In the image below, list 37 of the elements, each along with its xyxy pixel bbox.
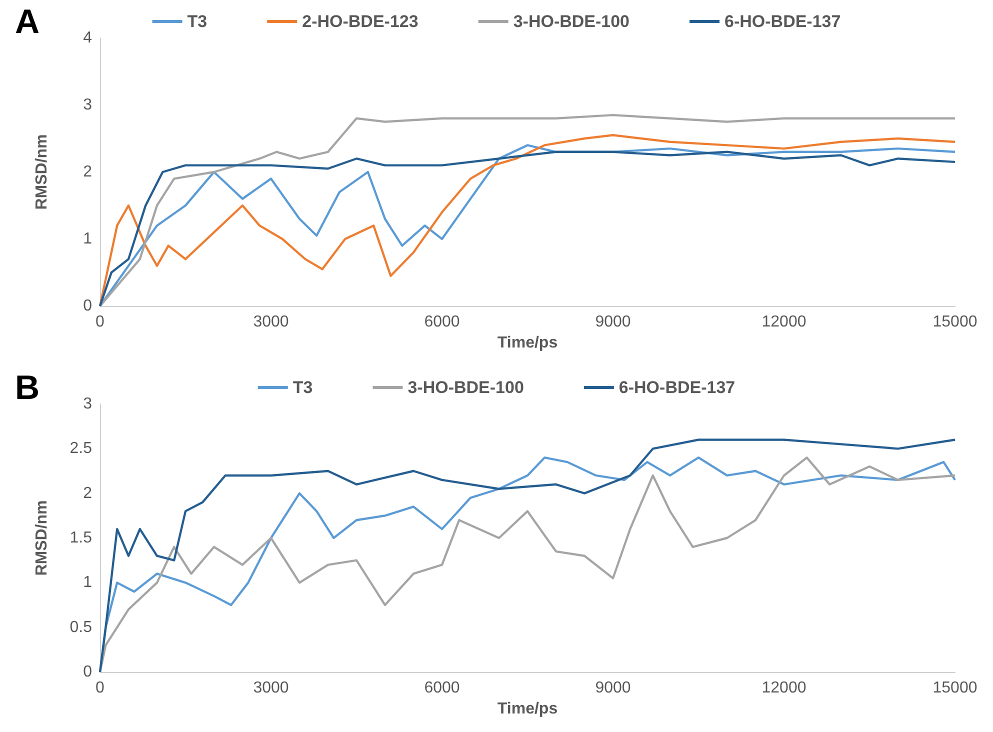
y-tick-label: 2.5 (70, 440, 92, 458)
x-tick-label: 15000 (932, 314, 978, 330)
legend-label: T3 (292, 378, 313, 397)
legend-label: 2-HO-BDE-123 (302, 12, 418, 31)
x-axis-title: Time/ps (497, 334, 558, 352)
legend-label: 6-HO-BDE-137 (618, 378, 736, 397)
legend-label: 6-HO-BDE-137 (724, 12, 841, 31)
y-tick-label: 1 (83, 574, 92, 592)
legend-label: 3-HO-BDE-100 (513, 12, 630, 31)
x-axis-title: Time/ps (497, 700, 558, 718)
x-tick-label: 6000 (424, 680, 460, 696)
y-tick-label: 1.5 (70, 530, 92, 546)
y-axis-title: RMSD/nm (34, 500, 50, 576)
y-tick-label: 0 (83, 298, 92, 314)
x-tick-label: 0 (96, 680, 105, 696)
x-tick-label: 12000 (762, 680, 806, 696)
y-axis-title: RMSD/nm (34, 134, 50, 210)
x-tick-label: 9000 (595, 680, 631, 696)
x-tick-label: 3000 (253, 314, 289, 330)
y-tick-label: 2 (83, 164, 92, 180)
y-tick-label: 0 (83, 664, 92, 680)
x-tick-label: 12000 (762, 314, 806, 330)
x-tick-label: 6000 (424, 314, 460, 330)
y-tick-label: 2 (83, 484, 92, 502)
y-tick-label: 3 (83, 96, 92, 114)
x-tick-label: 3000 (253, 680, 289, 696)
y-tick-label: 3 (83, 396, 92, 412)
y-tick-label: 1 (83, 230, 92, 248)
x-tick-label: 0 (96, 314, 105, 330)
chart-title: A (15, 3, 40, 41)
x-tick-label: 15000 (932, 680, 978, 696)
y-tick-label: 0.5 (70, 618, 92, 636)
x-tick-label: 9000 (595, 314, 631, 330)
y-tick-label: 4 (83, 30, 92, 46)
legend-label: 3-HO-BDE-100 (408, 378, 524, 397)
chart-title: B (15, 369, 40, 407)
legend-label: T3 (187, 12, 208, 31)
